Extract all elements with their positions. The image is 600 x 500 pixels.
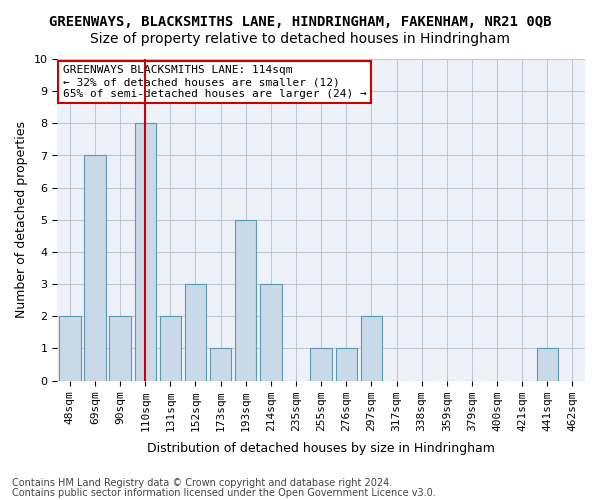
Text: Contains public sector information licensed under the Open Government Licence v3: Contains public sector information licen… (12, 488, 436, 498)
Text: Size of property relative to detached houses in Hindringham: Size of property relative to detached ho… (90, 32, 510, 46)
Text: Contains HM Land Registry data © Crown copyright and database right 2024.: Contains HM Land Registry data © Crown c… (12, 478, 392, 488)
Bar (361, 316, 382, 380)
Y-axis label: Number of detached properties: Number of detached properties (15, 122, 28, 318)
Bar (210, 348, 232, 380)
Bar (260, 284, 281, 380)
Text: GREENWAYS BLACKSMITHS LANE: 114sqm
← 32% of detached houses are smaller (12)
65%: GREENWAYS BLACKSMITHS LANE: 114sqm ← 32%… (62, 66, 367, 98)
Bar (109, 316, 131, 380)
Bar (235, 220, 256, 380)
Bar (160, 316, 181, 380)
Bar (536, 348, 558, 380)
Bar (84, 156, 106, 380)
Bar (335, 348, 357, 380)
Bar (134, 124, 156, 380)
Bar (310, 348, 332, 380)
X-axis label: Distribution of detached houses by size in Hindringham: Distribution of detached houses by size … (147, 442, 495, 455)
Bar (59, 316, 80, 380)
Bar (185, 284, 206, 380)
Text: GREENWAYS, BLACKSMITHS LANE, HINDRINGHAM, FAKENHAM, NR21 0QB: GREENWAYS, BLACKSMITHS LANE, HINDRINGHAM… (49, 15, 551, 29)
